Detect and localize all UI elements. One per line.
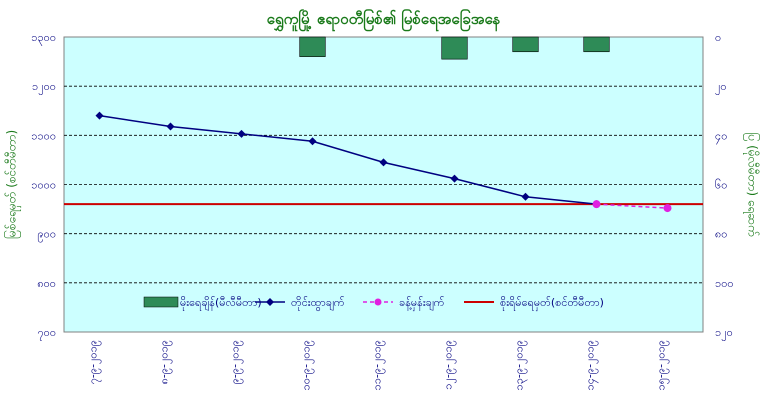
chart-title: ရွှေကူမြို့ ဧရာဝတီမြစ်၏ မြစ်ရေအခြေအနေ <box>267 8 501 32</box>
legend-item: တိုင်းထွာချက် <box>255 296 345 311</box>
y-right-tick-label: ၁၂၀ <box>715 326 733 341</box>
y-axis-left-label: မြစ်ရေမှတ် (စင်တီမီတာ) <box>3 130 22 239</box>
y-left-tick-label: ၁၂၀၀ <box>32 80 56 95</box>
y-right-tick-label: ၄၀ <box>715 129 727 144</box>
legend-label: မိုးရေချိန်(မီလီမီတာ) <box>180 296 262 311</box>
x-tick-label: ၈-၉-၂၀၁၉ <box>158 340 173 384</box>
measured-point <box>166 122 175 131</box>
forecast-point <box>663 204 672 213</box>
x-tick-label: ၁၀-၉-၂၀၁၉ <box>300 340 315 390</box>
bars <box>299 36 610 60</box>
forecast-line <box>596 203 668 209</box>
x-tick-label: ၇-၉-၂၀၁၉ <box>87 340 102 384</box>
legend-item: မိုးရေချိန်(မီလီမီတာ) <box>143 296 262 311</box>
x-tick-label: ၁၂-၉-၂၀၁၉ <box>442 340 457 390</box>
measured-point <box>521 192 530 201</box>
rain-bar <box>441 36 468 60</box>
legend-item: ခန့်မှန်းချက် <box>363 296 445 311</box>
legend-label: ခန့်မှန်းချက် <box>399 296 445 311</box>
y-right-tick-label: ၈၀ <box>715 228 727 241</box>
y-left-tick-label: ၁၃၀၀ <box>31 31 56 46</box>
x-tick-label: ၁၄-၉-၂၀၁၉ <box>584 340 599 390</box>
legend-label: တိုင်းထွာချက် <box>291 296 345 311</box>
measured-point <box>237 129 246 138</box>
measured-point <box>379 158 388 167</box>
legend-label: စိုးရိမ်ရေမှတ်(စင်တီမီတာ) <box>500 296 604 311</box>
forecast-point <box>592 200 601 209</box>
rain-bar <box>299 36 326 57</box>
y-right-tick-label: ၀ <box>715 31 721 44</box>
y-right-tick-label: ၆၀ <box>715 179 727 192</box>
x-tick-label: ၁၃-၉-၂၀၁၉ <box>513 340 528 390</box>
rain-bar <box>512 36 539 53</box>
rain-bar <box>583 36 610 53</box>
lines <box>95 111 672 213</box>
y-right-tick-label: ၂၀ <box>715 80 727 95</box>
y-right-tick-label: ၁၀၀ <box>715 277 734 290</box>
y-left-tick-label: ၁၀၀၀ <box>31 179 56 192</box>
measured-line <box>99 114 597 205</box>
gridlines <box>64 85 703 284</box>
y-left-tick-label: ၉၀၀ <box>37 228 56 243</box>
legend-item: စိုးရိမ်ရေမှတ်(စင်တီမီတာ) <box>464 296 604 311</box>
measured-point <box>450 174 459 183</box>
measured-point <box>308 137 317 146</box>
y-left-tick-label: ၈၀၀ <box>37 277 56 290</box>
axes: ၇၀၀ ၈၀၀ ၉၀၀ ၁၀၀၀ ၁၁၀၀ ၁၂၀၀ ၁၃၀၀ ၀၂၀၄၀၆၀၈၀၁၀၀၁၂၀… <box>31 31 733 390</box>
y-axis-right-label: ပြ (မိုလီမီတာ) ရေဆက် <box>743 132 762 236</box>
legend: မိုးရေချိန်(မီလီမီတာ) တိုင်းထွာချက် ခန့်မှ… <box>143 296 604 311</box>
x-tick-label: ၉-၉-၂၀၁၉ <box>229 340 244 384</box>
y-left-tick-label: ၇၀၀ <box>37 326 56 341</box>
legend-marker <box>266 298 274 306</box>
y-left-tick-label: ၁၁၀၀ <box>31 129 56 142</box>
x-tick-label: ၁၅-၉-၂၀၁၉ <box>655 340 670 390</box>
legend-swatch <box>143 296 179 308</box>
x-tick-label: ၁၁-၉-၂၀၁၉ <box>371 340 386 390</box>
legend-marker <box>374 298 382 306</box>
measured-point <box>95 111 104 120</box>
